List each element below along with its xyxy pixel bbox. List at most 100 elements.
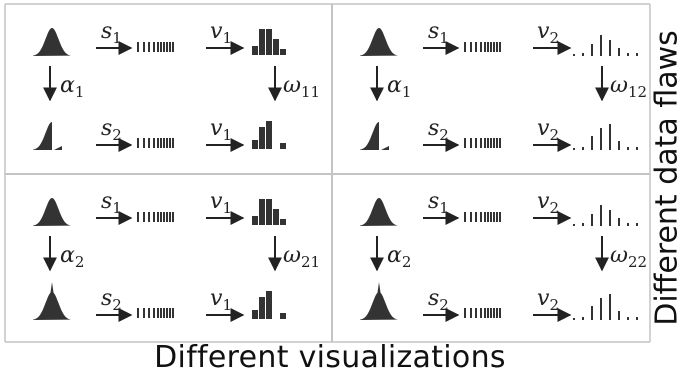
dot-bars-top-bar bbox=[600, 35, 602, 56]
histogram-top-bar bbox=[259, 199, 265, 225]
sample-rug-bottom-tick bbox=[475, 138, 477, 148]
sample-rug-top-tick bbox=[137, 212, 139, 222]
distribution-flawed bbox=[360, 122, 379, 150]
sample-rug-top-tick bbox=[499, 42, 501, 52]
dot-bars-top-bar bbox=[573, 224, 575, 226]
sample-rug-top bbox=[137, 212, 174, 222]
sample-rug-bottom-tick bbox=[153, 308, 155, 318]
histogram-bottom-bar bbox=[252, 140, 258, 149]
flaw-label: α2 bbox=[60, 243, 84, 271]
histogram-top-bar bbox=[273, 39, 279, 55]
sample-rug-bottom bbox=[137, 138, 174, 148]
sample-rug-bottom-tick bbox=[490, 138, 492, 148]
vis-label-bottom: v1 bbox=[210, 286, 232, 314]
dot-bars-bottom-bar bbox=[582, 317, 584, 320]
sample-rug-bottom-tick bbox=[496, 308, 498, 318]
sample-rug-top-tick bbox=[496, 42, 498, 52]
flaw-label: α2 bbox=[387, 243, 411, 271]
sample-rug-bottom-tick bbox=[148, 308, 150, 318]
sample-rug-bottom-tick bbox=[137, 138, 139, 148]
grid-lines bbox=[4, 3, 651, 343]
sample-rug-bottom bbox=[464, 308, 501, 318]
sample-rug-bottom-tick bbox=[480, 308, 482, 318]
sample-rug-top-tick bbox=[172, 212, 174, 222]
dot-bars-top-bar bbox=[609, 40, 611, 56]
sample-rug-top-tick bbox=[484, 42, 486, 52]
y-axis-label: Different data flaws bbox=[649, 30, 685, 326]
dot-bars-top bbox=[573, 35, 638, 56]
dot-bars-bottom-bar bbox=[600, 298, 602, 320]
sample-rug-bottom-tick bbox=[470, 308, 472, 318]
sample-rug-top-tick bbox=[153, 212, 155, 222]
dot-bars-top-bar bbox=[582, 53, 584, 56]
dot-bars-top-bar bbox=[609, 210, 611, 226]
sample-rug-top bbox=[464, 42, 501, 52]
distribution-original bbox=[360, 198, 398, 226]
histogram-bottom-bar bbox=[280, 313, 286, 319]
histogram-top-bar bbox=[266, 199, 272, 225]
s2-label: s2 bbox=[428, 286, 449, 314]
s2-label: s2 bbox=[101, 116, 122, 144]
dot-bars-bottom bbox=[573, 124, 638, 150]
sample-rug-bottom-tick bbox=[163, 308, 165, 318]
histogram-top-bar bbox=[280, 49, 286, 55]
sample-rug-top-tick bbox=[490, 212, 492, 222]
histogram-bottom-bar bbox=[266, 291, 272, 319]
dot-bars-bottom-bar bbox=[609, 124, 611, 150]
dot-bars-top bbox=[573, 205, 638, 226]
sample-rug-bottom-tick bbox=[464, 308, 466, 318]
sample-rug-top-tick bbox=[163, 42, 165, 52]
cell-r2-c2: s1 v2 α2 ω22 s2 v2 bbox=[360, 189, 647, 322]
dot-bars-bottom bbox=[573, 294, 638, 320]
dot-bars-top-bar bbox=[618, 48, 620, 56]
dot-bars-top-bar bbox=[627, 223, 629, 226]
histogram-top-bar bbox=[280, 219, 286, 225]
sample-rug-bottom-tick bbox=[490, 308, 492, 318]
vis-label-top: v2 bbox=[537, 189, 559, 217]
histogram-bottom bbox=[252, 121, 286, 149]
s2-label: s2 bbox=[101, 286, 122, 314]
sample-rug-top-tick bbox=[160, 42, 162, 52]
sample-rug-bottom-tick bbox=[157, 308, 159, 318]
sample-rug-top-tick bbox=[493, 42, 495, 52]
vis-label-bottom: v1 bbox=[210, 116, 232, 144]
dot-bars-bottom-bar bbox=[636, 317, 638, 320]
sample-rug-bottom-tick bbox=[496, 138, 498, 148]
histogram-top bbox=[252, 29, 286, 55]
sample-rug-bottom-tick bbox=[484, 138, 486, 148]
dot-bars-top-bar bbox=[600, 205, 602, 226]
s2-label: s2 bbox=[428, 116, 449, 144]
sample-rug-bottom-tick bbox=[480, 138, 482, 148]
sample-rug-bottom-tick bbox=[163, 138, 165, 148]
cell-r1-c2: s1 v2 α1 ω12 s2 v2 bbox=[360, 19, 647, 152]
sample-rug-top-tick bbox=[157, 212, 159, 222]
dot-bars-top-bar bbox=[582, 223, 584, 226]
distribution-flawed bbox=[33, 122, 52, 150]
sample-rug-top-tick bbox=[143, 212, 145, 222]
cell-r1-c1: s1 v1 α1 ω11 s2 v1 bbox=[33, 19, 320, 152]
distribution-original bbox=[33, 198, 71, 226]
sample-rug-bottom-tick bbox=[153, 138, 155, 148]
sample-rug-bottom-tick bbox=[160, 138, 162, 148]
dot-bars-bottom-bar bbox=[591, 136, 593, 150]
sample-rug-bottom-tick bbox=[148, 138, 150, 148]
omega-label: ω21 bbox=[283, 243, 320, 271]
sample-rug-bottom-tick bbox=[137, 308, 139, 318]
x-axis-label: Different visualizations bbox=[154, 340, 506, 375]
dot-bars-bottom-bar bbox=[591, 306, 593, 320]
sample-rug-top-tick bbox=[163, 212, 165, 222]
vis-label-top: v1 bbox=[210, 189, 232, 217]
sample-rug-top-tick bbox=[480, 42, 482, 52]
sample-rug-bottom-tick bbox=[470, 138, 472, 148]
histogram-bottom-bar bbox=[252, 310, 258, 319]
vis-label-top: v1 bbox=[210, 19, 232, 47]
dot-bars-bottom-bar bbox=[618, 311, 620, 320]
sample-rug-top-tick bbox=[148, 212, 150, 222]
sample-rug-top-tick bbox=[464, 42, 466, 52]
dot-bars-bottom-bar bbox=[627, 317, 629, 320]
dot-bars-top-bar bbox=[627, 53, 629, 56]
sample-rug-top-tick bbox=[169, 212, 171, 222]
distribution-flawed bbox=[360, 292, 398, 320]
histogram-top-bar bbox=[273, 209, 279, 225]
